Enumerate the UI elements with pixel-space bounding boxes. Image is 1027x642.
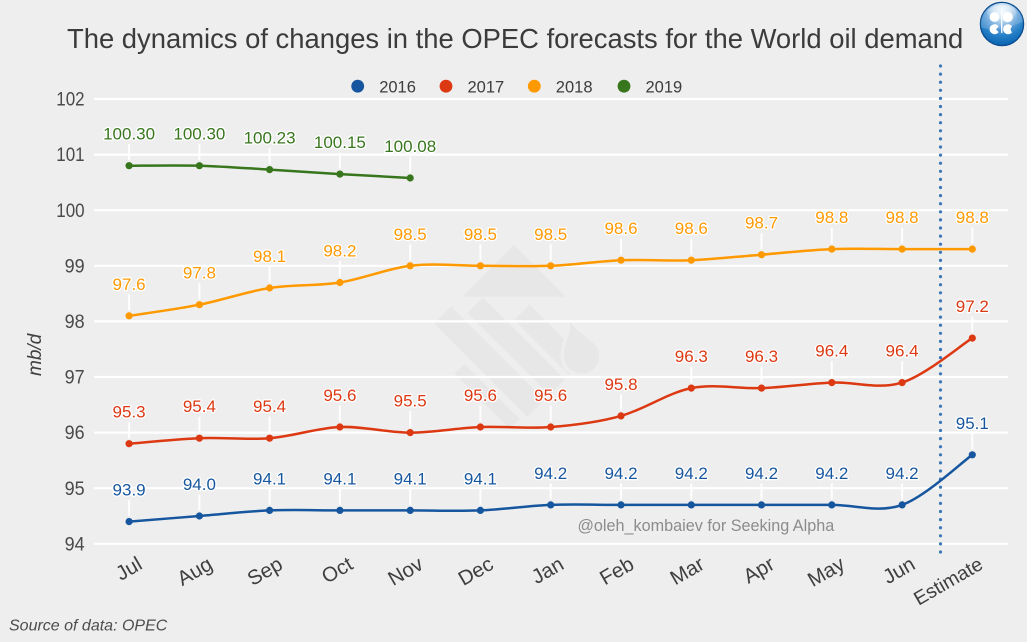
svg-text:97.2: 97.2 — [956, 297, 989, 316]
svg-text:95.6: 95.6 — [323, 386, 356, 405]
svg-text:98.8: 98.8 — [815, 208, 848, 227]
svg-text:97: 97 — [65, 367, 85, 389]
svg-text:@oleh_kombaiev for Seeking Alp: @oleh_kombaiev for Seeking Alpha — [578, 517, 835, 535]
svg-text:The dynamics of changes in the: The dynamics of changes in the OPEC fore… — [67, 23, 963, 54]
svg-text:mb/d: mb/d — [25, 332, 46, 376]
svg-text:95.4: 95.4 — [253, 397, 286, 416]
svg-text:94.2: 94.2 — [815, 464, 848, 483]
svg-text:94.0: 94.0 — [183, 475, 216, 494]
svg-text:94.2: 94.2 — [604, 464, 637, 483]
svg-text:95.5: 95.5 — [394, 392, 427, 411]
svg-text:94.2: 94.2 — [675, 464, 708, 483]
svg-text:98.5: 98.5 — [534, 225, 567, 244]
svg-text:98.8: 98.8 — [956, 208, 989, 227]
svg-text:98.2: 98.2 — [323, 242, 356, 261]
svg-text:100.23: 100.23 — [244, 129, 296, 148]
svg-text:2016: 2016 — [379, 78, 416, 96]
svg-text:100.08: 100.08 — [384, 137, 436, 156]
svg-text:97.6: 97.6 — [113, 275, 146, 294]
svg-text:95.1: 95.1 — [956, 414, 989, 433]
svg-text:100.15: 100.15 — [314, 133, 366, 152]
svg-text:98.7: 98.7 — [745, 214, 778, 233]
svg-text:2018: 2018 — [556, 78, 593, 96]
svg-text:94.1: 94.1 — [394, 469, 427, 488]
svg-text:95.4: 95.4 — [183, 397, 216, 416]
svg-text:98.8: 98.8 — [886, 208, 919, 227]
svg-text:94.2: 94.2 — [886, 464, 919, 483]
svg-text:95: 95 — [65, 478, 85, 500]
svg-text:100.30: 100.30 — [173, 125, 225, 144]
svg-text:94.1: 94.1 — [253, 469, 286, 488]
svg-text:98.5: 98.5 — [464, 225, 497, 244]
svg-text:97.8: 97.8 — [183, 264, 216, 283]
svg-text:100.30: 100.30 — [103, 125, 155, 144]
svg-text:98: 98 — [65, 311, 85, 333]
svg-text:101: 101 — [56, 144, 84, 166]
svg-text:99: 99 — [65, 255, 85, 277]
svg-text:96.4: 96.4 — [815, 342, 848, 361]
svg-text:100: 100 — [56, 200, 84, 222]
svg-text:96.3: 96.3 — [745, 347, 778, 366]
svg-text:94: 94 — [65, 533, 85, 555]
svg-text:95.6: 95.6 — [534, 386, 567, 405]
svg-text:96: 96 — [65, 422, 85, 444]
svg-text:95.3: 95.3 — [113, 403, 146, 422]
svg-text:96.3: 96.3 — [675, 347, 708, 366]
svg-text:94.1: 94.1 — [464, 469, 497, 488]
svg-text:94.2: 94.2 — [745, 464, 778, 483]
svg-text:94.1: 94.1 — [323, 469, 356, 488]
svg-text:Source of data: OPEC: Source of data: OPEC — [9, 618, 168, 635]
svg-text:98.1: 98.1 — [253, 247, 286, 266]
svg-text:95.8: 95.8 — [604, 375, 637, 394]
svg-text:96.4: 96.4 — [886, 342, 919, 361]
svg-text:93.9: 93.9 — [113, 481, 146, 500]
svg-text:94.2: 94.2 — [534, 464, 567, 483]
svg-text:98.5: 98.5 — [394, 225, 427, 244]
svg-text:95.6: 95.6 — [464, 386, 497, 405]
svg-text:98.6: 98.6 — [675, 219, 708, 238]
svg-text:2019: 2019 — [646, 78, 683, 96]
svg-text:98.6: 98.6 — [604, 219, 637, 238]
svg-text:102: 102 — [56, 89, 84, 111]
svg-text:2017: 2017 — [468, 78, 505, 96]
